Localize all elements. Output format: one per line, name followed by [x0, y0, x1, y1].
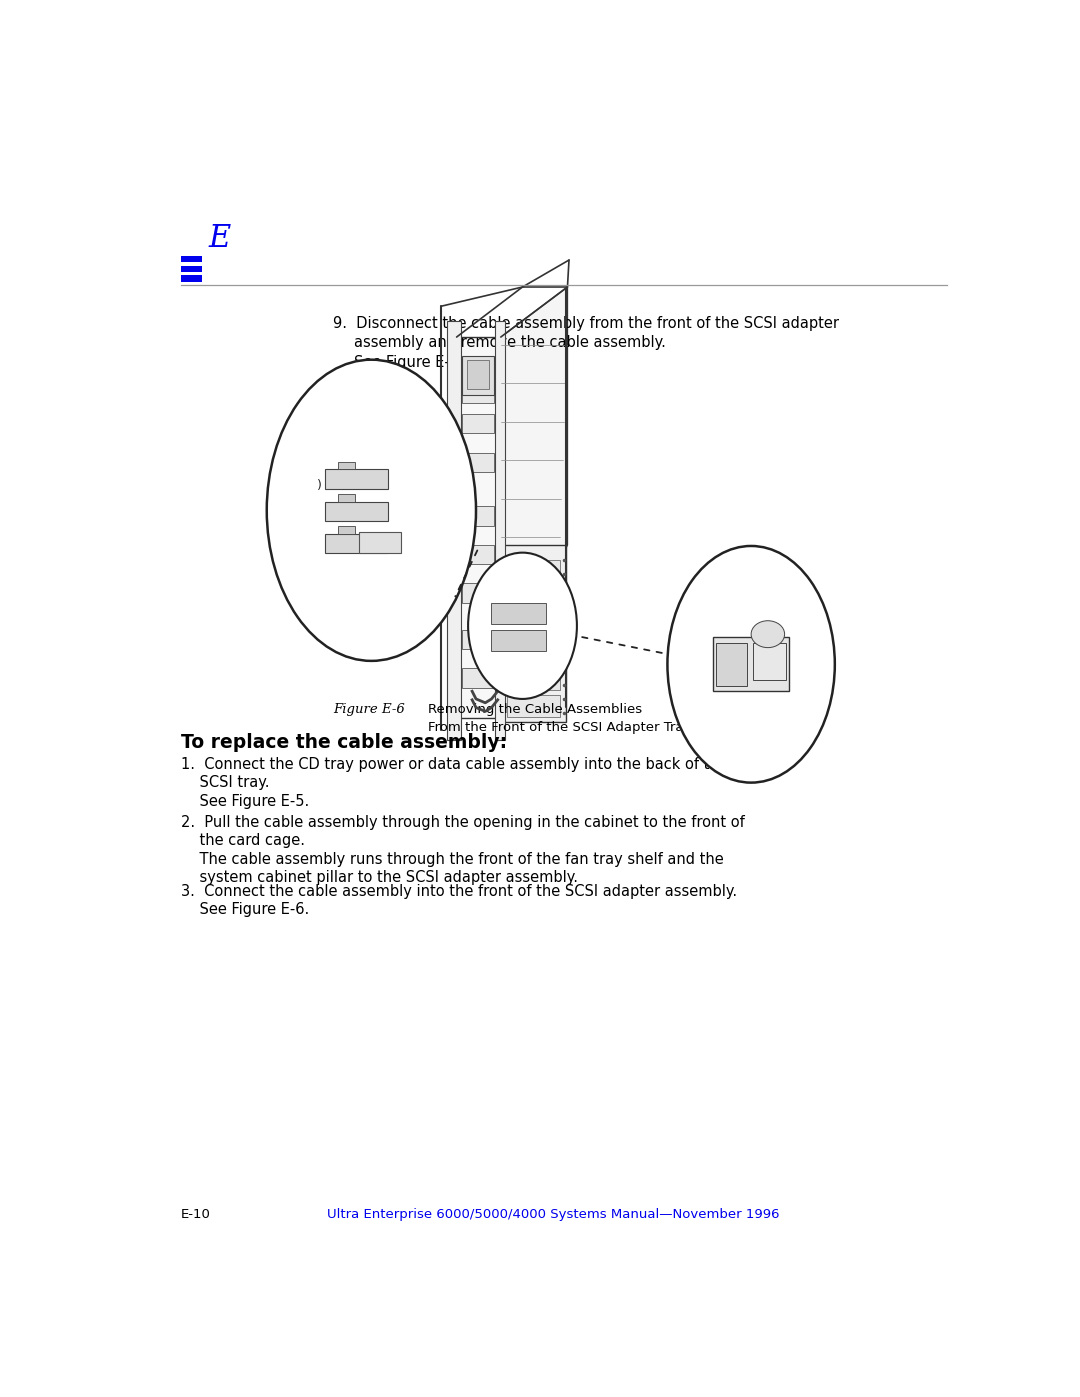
FancyBboxPatch shape — [181, 256, 202, 263]
Text: To replace the cable assembly:: To replace the cable assembly: — [181, 733, 508, 753]
Text: 1.  Connect the CD tray power or data cable assembly into the back of the: 1. Connect the CD tray power or data cab… — [181, 757, 728, 773]
Polygon shape — [462, 356, 494, 395]
Polygon shape — [501, 286, 567, 599]
Polygon shape — [507, 587, 559, 609]
Text: ): ) — [316, 479, 322, 492]
Text: E-10: E-10 — [181, 1208, 211, 1221]
Text: From the Front of the SCSI Adapter Tray: From the Front of the SCSI Adapter Tray — [428, 721, 691, 733]
Text: 9.  Disconnect the cable assembly from the front of the SCSI adapter: 9. Disconnect the cable assembly from th… — [334, 316, 839, 331]
Ellipse shape — [667, 546, 835, 782]
Polygon shape — [338, 462, 354, 469]
Polygon shape — [467, 360, 489, 390]
Text: See Figure E-6.: See Figure E-6. — [354, 355, 464, 370]
Text: The cable assembly runs through the front of the fan tray shelf and the: The cable assembly runs through the fron… — [181, 852, 724, 866]
Polygon shape — [507, 696, 559, 717]
Polygon shape — [714, 637, 788, 692]
Polygon shape — [462, 545, 494, 564]
Polygon shape — [359, 532, 401, 553]
Polygon shape — [462, 383, 494, 402]
FancyBboxPatch shape — [181, 265, 202, 272]
Polygon shape — [462, 507, 494, 525]
Text: See Figure E-5.: See Figure E-5. — [181, 793, 309, 809]
Text: See Figure E-6.: See Figure E-6. — [181, 902, 309, 918]
Polygon shape — [338, 495, 354, 502]
Ellipse shape — [267, 359, 476, 661]
Text: E: E — [208, 222, 231, 254]
Polygon shape — [507, 560, 559, 583]
Text: assembly and remove the cable assembly.: assembly and remove the cable assembly. — [354, 335, 666, 351]
Text: the card cage.: the card cage. — [181, 834, 305, 848]
Polygon shape — [462, 584, 494, 602]
Polygon shape — [462, 668, 494, 687]
Polygon shape — [325, 534, 388, 553]
Polygon shape — [507, 641, 559, 662]
Text: Removing the Cable Assemblies: Removing the Cable Assemblies — [428, 703, 643, 717]
Polygon shape — [325, 502, 388, 521]
Polygon shape — [462, 630, 494, 650]
Polygon shape — [447, 321, 460, 739]
FancyBboxPatch shape — [181, 275, 202, 282]
Polygon shape — [457, 337, 501, 718]
Polygon shape — [490, 630, 545, 651]
Ellipse shape — [751, 620, 784, 648]
Text: Ultra Enterprise 6000/5000/4000 Systems Manual—November 1996: Ultra Enterprise 6000/5000/4000 Systems … — [327, 1208, 780, 1221]
Text: system cabinet pillar to the SCSI adapter assembly.: system cabinet pillar to the SCSI adapte… — [181, 870, 578, 886]
Polygon shape — [490, 604, 545, 623]
Polygon shape — [325, 469, 388, 489]
Polygon shape — [462, 453, 494, 472]
Polygon shape — [753, 643, 786, 680]
Text: 2.  Pull the cable assembly through the opening in the cabinet to the front of: 2. Pull the cable assembly through the o… — [181, 816, 745, 830]
Polygon shape — [507, 668, 559, 690]
Polygon shape — [507, 615, 559, 636]
Polygon shape — [338, 527, 354, 534]
Text: SCSI tray.: SCSI tray. — [181, 775, 270, 791]
Ellipse shape — [468, 553, 577, 698]
Text: 3.  Connect the cable assembly into the front of the SCSI adapter assembly.: 3. Connect the cable assembly into the f… — [181, 884, 738, 900]
Polygon shape — [495, 321, 505, 739]
Polygon shape — [462, 414, 494, 433]
Text: Figure E-6: Figure E-6 — [334, 703, 405, 717]
Polygon shape — [501, 545, 566, 722]
Polygon shape — [716, 643, 747, 686]
